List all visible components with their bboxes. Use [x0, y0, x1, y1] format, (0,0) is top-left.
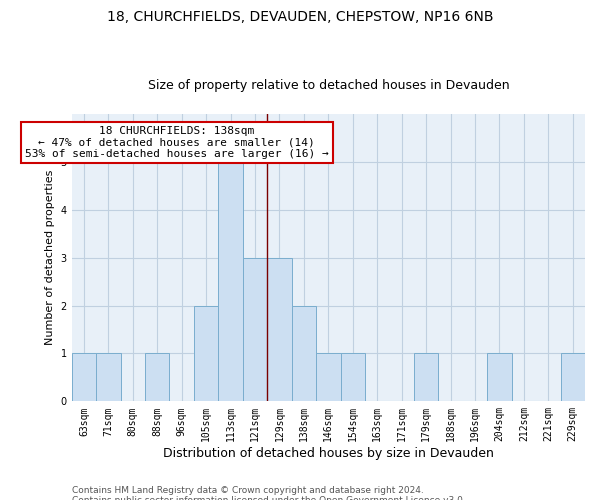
Bar [414, 354, 439, 402]
Text: 18 CHURCHFIELDS: 138sqm
← 47% of detached houses are smaller (14)
53% of semi-de: 18 CHURCHFIELDS: 138sqm ← 47% of detache… [25, 126, 329, 159]
Bar [243, 258, 267, 402]
Bar [292, 306, 316, 402]
Text: 18, CHURCHFIELDS, DEVAUDEN, CHEPSTOW, NP16 6NB: 18, CHURCHFIELDS, DEVAUDEN, CHEPSTOW, NP… [107, 10, 493, 24]
Bar [341, 354, 365, 402]
Bar [487, 354, 512, 402]
X-axis label: Distribution of detached houses by size in Devauden: Distribution of detached houses by size … [163, 447, 494, 460]
Bar [96, 354, 121, 402]
Bar [71, 354, 96, 402]
Text: Contains public sector information licensed under the Open Government Licence v3: Contains public sector information licen… [72, 496, 466, 500]
Title: Size of property relative to detached houses in Devauden: Size of property relative to detached ho… [148, 79, 509, 92]
Bar [218, 162, 243, 402]
Bar [194, 306, 218, 402]
Bar [316, 354, 341, 402]
Bar [145, 354, 169, 402]
Bar [560, 354, 585, 402]
Text: Contains HM Land Registry data © Crown copyright and database right 2024.: Contains HM Land Registry data © Crown c… [72, 486, 424, 495]
Y-axis label: Number of detached properties: Number of detached properties [45, 170, 55, 346]
Bar [267, 258, 292, 402]
